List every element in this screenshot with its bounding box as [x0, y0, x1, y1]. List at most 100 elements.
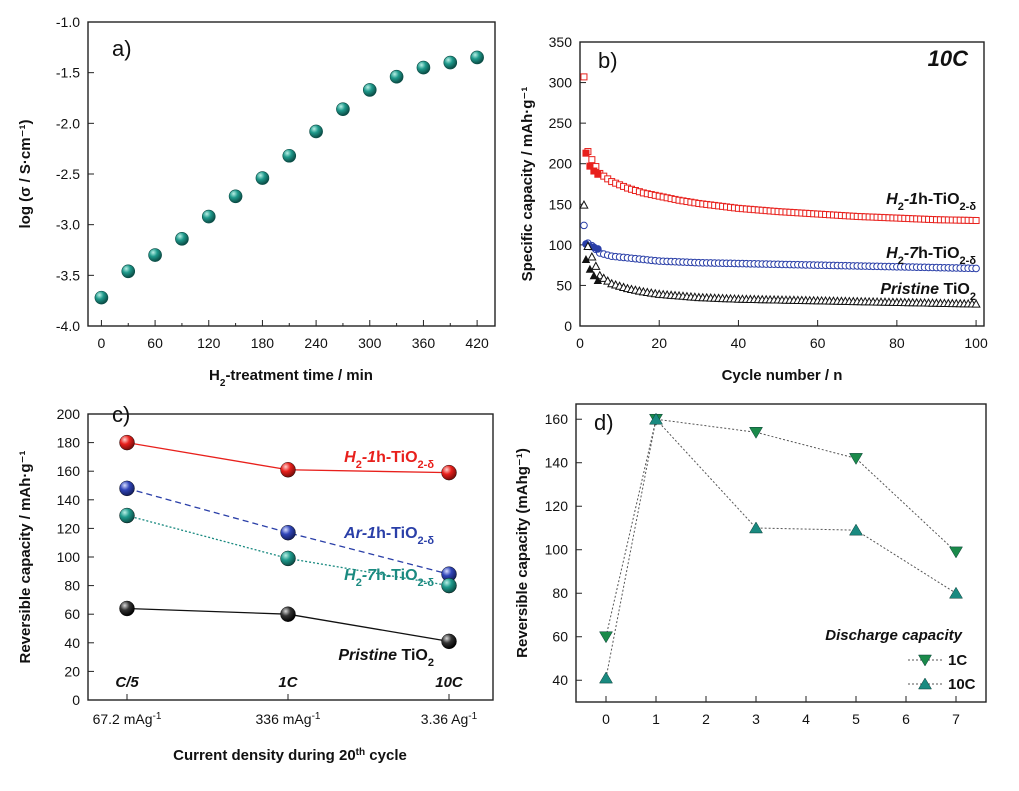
panel-c-category-part: -1 — [468, 711, 477, 722]
panel-d-ytick-label: 120 — [545, 498, 569, 514]
panel-c-category-label: 67.2 mAg-1 — [93, 711, 162, 728]
panel-a-ytick-label: -2.0 — [56, 115, 80, 131]
panel-d-ytick-label: 140 — [545, 455, 569, 471]
panel-c-data-point — [280, 550, 296, 567]
panel-c-ytick-label: 140 — [57, 492, 81, 508]
panel-c-data-point — [280, 606, 296, 622]
panel-b-filled-point-circle — [594, 245, 602, 253]
panel-b-ylabel: Specific capacity / mAh·g⁻¹ — [519, 87, 536, 282]
panel-a-label: a) — [112, 36, 132, 61]
panel-a-xtick-label: 360 — [412, 335, 436, 351]
panel-b-filled-point-square — [582, 149, 590, 157]
panel-b-filled-point-triangle — [593, 276, 603, 285]
panel-c-ytick-label: 80 — [64, 578, 80, 594]
panel-b-filled-point-square — [586, 162, 594, 170]
panel-a-ytick-label: -1.0 — [56, 14, 80, 30]
panel-c-label-h2-7h-part: 2-δ — [418, 577, 435, 589]
panel-d-xtick-label: 2 — [702, 711, 710, 727]
panel-c-label-h2-1h: H2-1h-TiO2-δ — [344, 449, 434, 471]
panel-c-ytick-label: 60 — [64, 606, 80, 622]
panel-c-rate-label: 1C — [278, 674, 298, 691]
panel-c-category-part: -1 — [153, 711, 162, 722]
panel-c-label-h2-1h-part: 2-δ — [418, 459, 435, 471]
panel-a-data-point — [148, 248, 162, 262]
panel-d-data-point — [599, 631, 613, 644]
panel-c-ytick-label: 200 — [57, 406, 81, 422]
panel-d-xtick-label: 6 — [902, 711, 910, 727]
panel-b-xtick-label: 100 — [964, 335, 988, 351]
panel-b-cycling-chart: b) 10C 0 20 40 60 80 100 0 50 100 150 200 250 300 350… — [519, 34, 988, 384]
panel-d-legend-marker — [918, 654, 932, 667]
panel-c-data-point — [119, 434, 135, 451]
panel-a-xtick-label: 300 — [358, 335, 382, 351]
panel-b-label-h2-1h-part: 2 — [898, 201, 904, 213]
panel-a-xlabel-part: H — [209, 367, 220, 384]
panel-a-ytick-label: -2.5 — [56, 166, 80, 182]
panel-c-rate-label: 10C — [435, 674, 464, 691]
panel-d-data-point — [649, 412, 663, 425]
panel-a-xtick-label: 120 — [197, 335, 221, 351]
panel-c-xlabel-part: Current density during 20 — [173, 747, 356, 764]
panel-d-frame — [575, 403, 987, 703]
panel-b-label-h2-7h-part: -7 — [904, 245, 919, 262]
panel-d-data-point — [949, 586, 963, 599]
panel-c-ytick-label: 20 — [64, 663, 80, 679]
panel-b-filled-point-triangle — [589, 271, 599, 280]
panel-b-ytick-label: 250 — [549, 115, 573, 131]
panel-b-ytick-label: 200 — [549, 156, 573, 172]
panel-b-filled-point-triangle — [581, 254, 591, 263]
panel-c-xlabel: Current density during 20th cycle — [173, 747, 407, 765]
panel-c-label-ar-1h: Ar-1h-TiO2-δ — [343, 525, 434, 547]
panel-a-data-point — [121, 264, 136, 279]
panel-b-point-circle — [580, 221, 588, 230]
panel-d-xtick-label: 1 — [652, 711, 660, 727]
panel-c-label-h2-1h-part: 2 — [356, 459, 362, 471]
panel-b-ytick-label: 150 — [549, 196, 573, 212]
panel-b-label-h2-1h-part: 2-δ — [960, 201, 977, 213]
panel-d-data-point — [749, 427, 763, 439]
panel-a-data-point — [94, 290, 109, 305]
panel-d-label: d) — [594, 410, 614, 435]
panel-b-point-square — [588, 156, 596, 164]
panel-a-data-point — [362, 83, 377, 97]
panel-c-rate-chart: c) 0 20 40 60 80 100 120 140 160 180 200 C/5 67.2 mA… — [17, 402, 494, 765]
panel-b-ytick-label: 350 — [549, 34, 573, 50]
panel-a-conductivity-chart: a) 0 60 120 180 240 300 360 420 -4.0 -3.5 -3.0 -2.5… — [17, 14, 496, 389]
panel-b-rate-title: 10C — [928, 46, 969, 71]
panel-a-xtick-label: 180 — [251, 335, 275, 351]
panel-d-xtick-label: 3 — [752, 711, 760, 727]
panel-c-label-pristine-part: 2 — [428, 657, 434, 669]
panel-c-data-point — [280, 462, 296, 478]
panel-b-point-square — [580, 73, 588, 81]
panel-b-label-h2-1h-part: h-TiO — [918, 191, 959, 208]
panel-a-xtick-label: 240 — [304, 335, 328, 351]
panel-a-xtick-label: 420 — [465, 335, 489, 351]
panel-b-label-h2-1h: H2-1h-TiO2-δ — [886, 191, 976, 213]
panel-c-category-part: 3.36 Ag — [421, 711, 469, 727]
panel-a-data-point — [416, 60, 431, 75]
panel-b-label-pristine-part: TiO — [939, 281, 970, 298]
panel-c-label-pristine: Pristine TiO2 — [338, 647, 434, 669]
panel-d-series-line — [605, 418, 957, 637]
panel-d-data-point — [749, 521, 763, 534]
panel-c-ytick-label: 40 — [64, 635, 80, 651]
panel-b-label-pristine: Pristine TiO2 — [880, 281, 976, 303]
panel-a-ylabel: log (σ / S·cm⁻¹) — [17, 119, 34, 228]
panel-b-label-h2-7h-part: h-TiO — [918, 245, 959, 262]
panel-d-data-point — [849, 523, 863, 536]
panel-b-ytick-label: 300 — [549, 75, 573, 91]
panel-b-point-triangle — [603, 276, 613, 285]
panel-b-filled-point-square — [594, 170, 602, 178]
panel-d-ytick-label: 80 — [552, 585, 568, 601]
panel-b-point-triangle — [587, 251, 597, 261]
panel-c-label-h2-1h-part: -1 — [362, 449, 376, 466]
panel-a-data-point — [175, 232, 189, 246]
panel-a-xtick-label: 0 — [98, 335, 106, 351]
panel-b-xtick-label: 20 — [651, 335, 667, 351]
panel-b-label-h2-7h: H2-7h-TiO2-δ — [886, 245, 976, 267]
panel-d-legend-marker — [918, 677, 932, 690]
panel-b-xtick-label: 40 — [731, 335, 747, 351]
panel-b-label-h2-7h-part: 2-δ — [960, 255, 977, 267]
panel-b-label-h2-7h-part: 2 — [898, 255, 904, 267]
